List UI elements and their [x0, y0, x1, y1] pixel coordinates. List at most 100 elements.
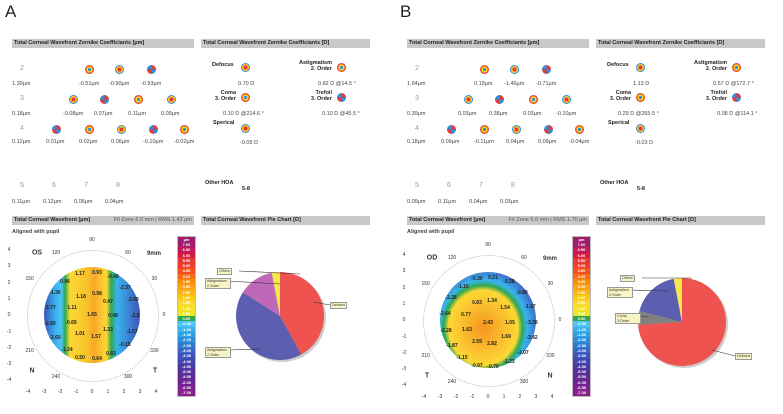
scale-value: -6.00: [178, 379, 195, 386]
order-label: 3: [415, 95, 419, 102]
y-tick: 4: [402, 252, 406, 258]
order-total: 0.18µm: [12, 111, 31, 117]
zernike-value: 0.03µm: [458, 111, 477, 117]
pie-title: Total Corneal Wavefront Pie Chart [D]: [203, 217, 301, 223]
zernike-map-icon: [529, 95, 538, 104]
label-line: 3. Order: [310, 96, 332, 102]
right-direction: T: [152, 367, 158, 375]
x-tick: 2: [122, 389, 126, 395]
zernike-value: -0.93µm: [141, 81, 162, 87]
astigmatism-label: Astigmatism 2. Order: [694, 60, 727, 72]
label-line: Trefoil: [710, 90, 727, 96]
x-tick: -3: [437, 394, 443, 400]
trefoil-value: 0.08 D @114.1 °: [717, 111, 758, 117]
angle-label: 240: [51, 374, 61, 381]
scale-value: 3.50: [178, 279, 195, 285]
y-tick: 0: [402, 317, 406, 324]
map-value: -1.36: [49, 290, 61, 296]
scale-value: 6.50: [573, 247, 590, 253]
spherical-label: Sperical: [608, 120, 630, 126]
x-tick: -1: [469, 394, 475, 400]
callout-line: [312, 301, 331, 306]
scale-value: 2.50: [178, 289, 195, 295]
right-direction: N: [547, 372, 553, 380]
coma-label: Coma 3. Order: [610, 90, 631, 102]
defocus-value: 0.70 D: [238, 81, 255, 87]
label-line: Astigmatism: [693, 60, 727, 66]
map-value: -1.87: [446, 343, 458, 349]
scale-value: 2.00: [573, 294, 590, 301]
scale-value: 1.00: [178, 305, 195, 311]
pie-shadow: [640, 280, 728, 368]
scale-value: 5.00: [178, 263, 195, 269]
map-value: -1.10: [457, 284, 469, 290]
zernike-um-header: Total Corneal Wavefront Zernike Coeffici…: [12, 39, 194, 48]
scale-value: -1.00: [573, 326, 590, 333]
x-tick: 3: [138, 389, 142, 395]
wavefront-map: [440, 272, 536, 368]
pie-slice: [673, 278, 682, 322]
x-tick: -4: [25, 389, 31, 395]
scale-value: -6.50: [178, 385, 195, 391]
map-value: -0.28: [503, 279, 515, 285]
zernike-value: -0.08µm: [63, 111, 84, 117]
angle-label: 0: [162, 312, 166, 318]
order-total: 0.03µm: [500, 199, 519, 205]
order-total: 0.18µm: [407, 139, 426, 145]
x-tick: 2: [518, 394, 522, 400]
other-hoa-label: Other HOA: [205, 180, 234, 186]
scale-value: 1.50: [178, 300, 195, 306]
scale-value: 6.00: [178, 252, 195, 258]
zernike-map-icon: [512, 125, 521, 134]
zernike-map-icon: [464, 95, 473, 104]
map-value: -1.23: [503, 359, 515, 365]
other-hoa-range: 5-8: [242, 186, 250, 192]
zernike-map-icon: [167, 95, 176, 104]
zernike-um-title: Total Corneal Wavefront Zernike Coeffici…: [409, 40, 540, 46]
eye-label: OD: [426, 254, 438, 262]
scale-value: 1.50: [573, 300, 590, 306]
label-line: Astigmatism: [298, 60, 332, 66]
order-total: 0.12µm: [43, 199, 62, 205]
scale-value: -4.50: [178, 363, 195, 370]
x-tick: -1: [73, 389, 79, 395]
scale-value: 0.00: [573, 316, 590, 322]
scale-value: 1.00: [573, 305, 590, 311]
scale-value: 2.50: [573, 289, 590, 295]
zernike-map-icon: [480, 125, 489, 134]
scale-value: -3.50: [178, 353, 195, 359]
pie-callout: Defocus: [735, 353, 753, 360]
scale-value: 7.00: [178, 242, 195, 248]
angle-label: 90: [89, 237, 95, 243]
pie-callout: Others: [620, 275, 635, 282]
scale-value: -1.00: [178, 326, 195, 333]
map-value: 1.65: [87, 312, 97, 318]
x-tick: -3: [41, 389, 47, 395]
map-value: -1.97: [524, 304, 536, 310]
order-label: 5: [20, 182, 24, 189]
pie-callout: Astigmatism 2.Order: [607, 287, 633, 298]
label-line: 3. Order: [705, 96, 727, 102]
wavefront-map: [44, 267, 140, 363]
spherical-icon: [241, 124, 250, 133]
trefoil-label: Trefoil 3. Order: [706, 90, 727, 102]
map-value: 1.33: [103, 327, 113, 333]
scale-value: -3.00: [178, 347, 195, 354]
scale-value: 0.50: [178, 310, 195, 317]
x-tick: 0: [486, 394, 490, 400]
zernike-d-header: Total Corneal Wavefront Zernike Coeffici…: [201, 39, 370, 48]
angle-label: 30: [547, 281, 554, 287]
scale-value: 4.00: [573, 273, 590, 280]
coma-label: Coma 3. Order: [215, 90, 236, 102]
coma-value: 0.29 D @265.5 °: [618, 111, 659, 117]
zernike-d-title: Total Corneal Wavefront Zernike Coeffici…: [203, 40, 330, 46]
zernike-value: -0.90µm: [109, 81, 130, 87]
scale-value: -2.50: [573, 342, 590, 348]
y-tick: 2: [402, 284, 406, 291]
scale-value: -2.00: [573, 337, 590, 343]
pie-slice: [235, 292, 302, 361]
panel-letter: A: [5, 2, 17, 21]
zernike-value: -0.10µm: [143, 139, 164, 145]
other-hoa-label: Other HOA: [600, 180, 629, 186]
map-value: 2.43: [483, 320, 493, 326]
